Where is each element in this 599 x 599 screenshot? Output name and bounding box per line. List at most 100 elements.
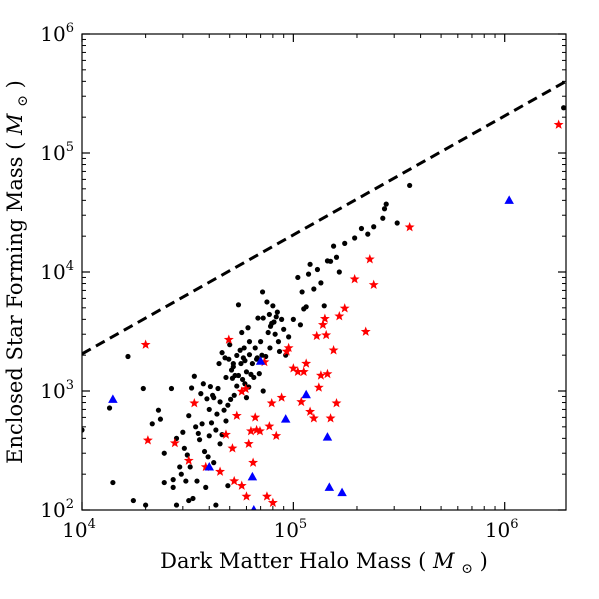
data-point-circle [267,345,273,351]
data-point-circle [223,374,229,381]
x-axis-label-text: Dark Matter Halo Mass [160,549,411,573]
data-point-circle [216,360,222,367]
data-point-circle [381,206,388,212]
data-point-circle [205,454,211,460]
series-triangle [108,195,514,510]
data-point-circle [199,421,205,427]
data-point-circle [270,303,276,309]
data-point-circle [198,391,204,397]
y-tick-base: 10 [40,22,65,46]
data-point-circle [237,347,243,353]
data-point-star [364,254,375,264]
data-point-circle [125,353,131,360]
data-point-circle [223,418,229,424]
data-point-star [248,457,259,467]
data-point-triangle [322,432,333,441]
data-point-circle [228,396,234,402]
data-point-circle [219,350,225,356]
data-point-star [296,396,307,407]
data-point-circle [225,483,231,489]
y-tick-label: 103 [40,378,74,403]
y-tick-label: 102 [40,497,74,522]
data-point-circle [157,416,164,422]
data-point-star [368,279,379,290]
data-point-circle [321,303,327,309]
y-tick-exponent: 6 [66,21,74,36]
data-point-circle [265,329,271,336]
x-tick-base: 10 [62,518,87,542]
data-point-circle [231,392,237,398]
data-point-circle [234,352,240,359]
x-axis-label-paren-open: ( [418,549,426,573]
data-point-circle [394,220,400,226]
x-tick-exponent: 5 [299,517,307,532]
data-point-circle [330,243,337,249]
data-point-star [313,382,324,392]
data-point-circle [143,502,149,508]
data-point-circle [188,385,195,391]
y-tick-exponent: 4 [66,259,74,274]
data-point-circle [168,385,175,392]
data-point-star [140,339,151,349]
data-point-circle [299,289,305,295]
data-point-circle [242,381,248,387]
data-point-circle [258,339,264,345]
data-point-circle [191,373,197,379]
data-point-circle [186,497,192,504]
data-point-circle [193,424,199,430]
data-point-circle [206,406,212,413]
data-point-circle [196,437,203,443]
data-point-star [325,413,336,423]
data-point-triangle [108,394,118,403]
data-point-circle [190,495,196,502]
data-point-star [404,221,415,232]
data-point-star [319,313,330,323]
data-point-circle [352,235,358,241]
data-point-circle [254,355,260,361]
data-point-circle [336,269,342,275]
data-point-circle [365,231,371,237]
data-point-circle [221,407,227,413]
data-point-circle [249,360,255,367]
data-point-circle [206,433,212,439]
data-point-circle [211,395,217,401]
data-point-star [236,386,247,396]
data-point-circle [235,372,242,379]
data-point-circle [255,315,261,321]
x-tick-label: 104 [62,517,96,542]
data-point-circle [274,309,280,315]
data-point-star [266,397,277,408]
y-tick-base: 10 [40,260,65,284]
data-point-triangle [255,356,266,365]
data-point-circle [161,450,167,456]
data-point-circle [235,302,242,308]
data-point-circle [195,430,201,437]
data-point-star [255,425,265,436]
x-tick-base: 10 [485,518,510,542]
data-point-circle [327,258,334,264]
y-axis-label-unit-sub: ⊙ [15,95,31,107]
data-point-circle [281,326,287,332]
data-point-circle [211,460,217,466]
data-point-circle [264,299,270,305]
data-point-star [231,410,242,420]
y-axis-label-paren-open: ( [3,142,27,150]
data-point-star [223,334,234,344]
x-tick-base: 10 [273,518,298,542]
data-point-star [200,461,211,472]
y-tick-label: 106 [40,21,74,46]
data-point-triangle [504,195,514,204]
data-point-circle [260,315,266,321]
y-tick-base: 10 [40,498,65,522]
y-axis-label-paren-close: ) [3,80,27,88]
data-point-triangle [204,461,214,471]
data-point-circle [215,385,221,392]
data-point-circle [371,224,377,230]
reference-dashed-line [82,80,566,356]
data-point-circle [275,339,282,345]
data-point-circle [286,334,292,340]
x-axis-label-paren-close: ) [480,549,488,573]
data-point-circle [227,342,233,348]
data-point-triangle [324,482,335,491]
